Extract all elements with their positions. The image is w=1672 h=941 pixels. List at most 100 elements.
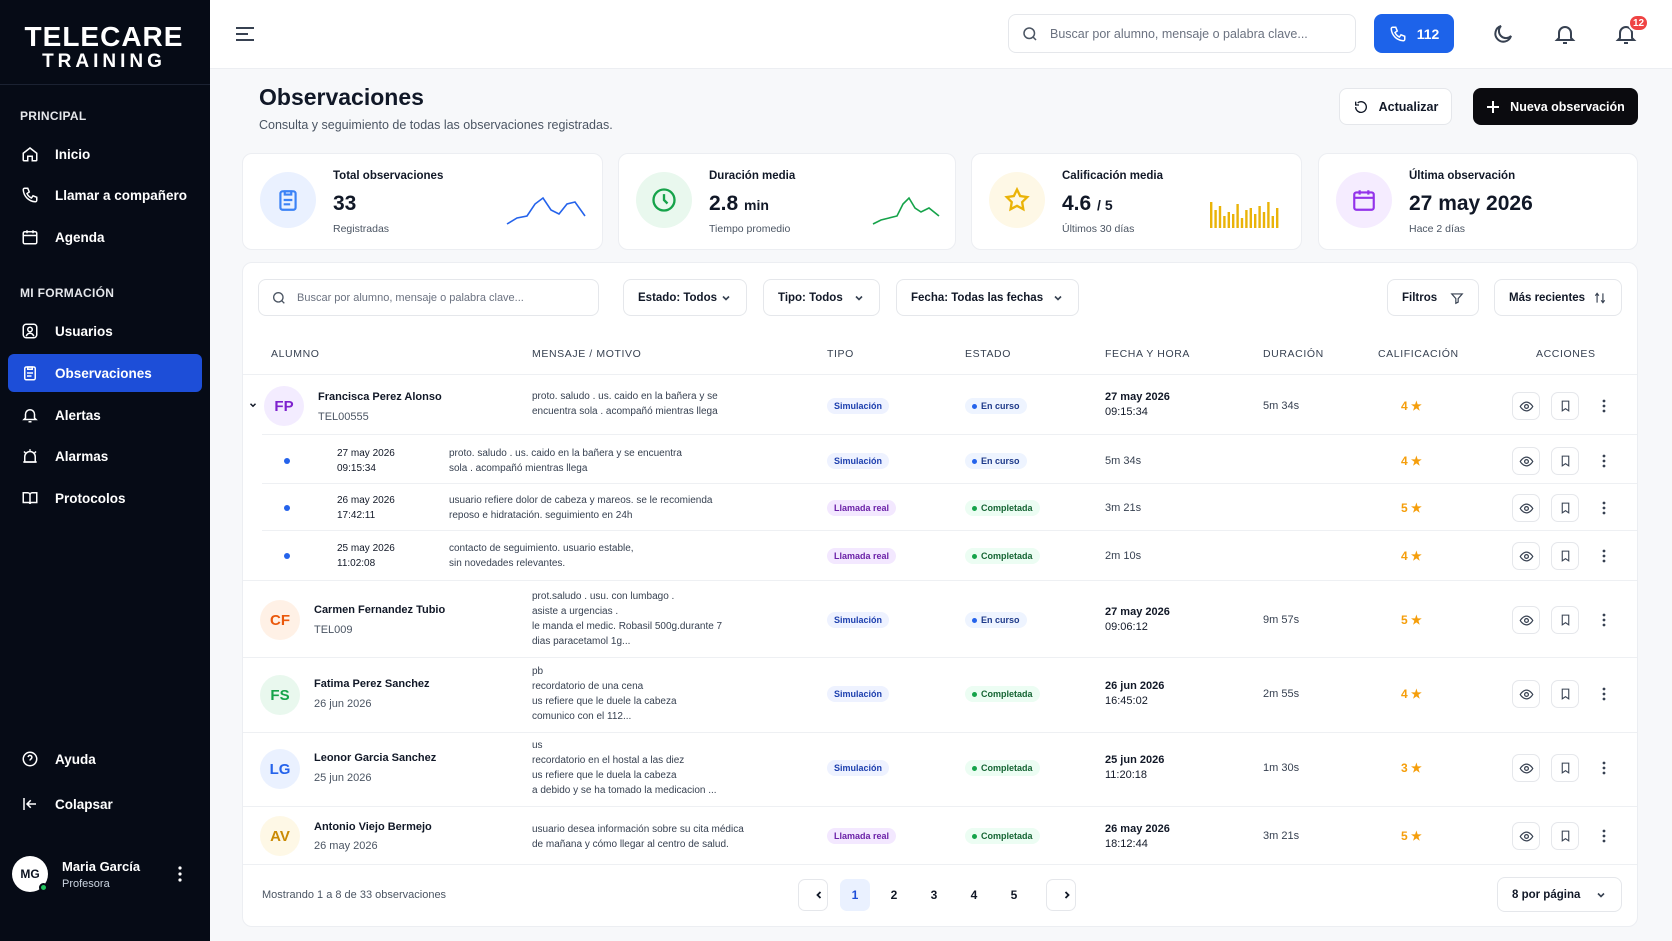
- page-button-2[interactable]: 2: [890, 888, 898, 902]
- bookmark-button[interactable]: [1551, 447, 1579, 475]
- pagination-info: Mostrando 1 a 8 de 33 observaciones: [262, 889, 447, 901]
- bookmark-button[interactable]: [1551, 680, 1579, 708]
- section-mi-formacion: MI FORMACIÓN: [20, 286, 115, 300]
- bookmark-button[interactable]: [1551, 606, 1579, 634]
- prev-page-button[interactable]: [798, 879, 828, 911]
- view-button[interactable]: [1512, 542, 1540, 570]
- sidebar-item-alertas[interactable]: Alertas: [8, 396, 202, 434]
- stat-note: Últimos 30 días: [1062, 223, 1135, 235]
- estado-filter-select[interactable]: Estado: Todos: [623, 279, 747, 316]
- datetime: 25 jun 2026 11:20:18: [1105, 754, 1165, 781]
- view-button[interactable]: [1512, 606, 1540, 634]
- bookmark-button[interactable]: [1551, 494, 1579, 522]
- sidebar-item-label: Alertas: [55, 407, 101, 423]
- filters-button[interactable]: Filtros: [1387, 279, 1479, 316]
- expand-chevron-icon[interactable]: [248, 400, 258, 410]
- sidebar-item-llamar[interactable]: Llamar a compañero: [8, 176, 202, 214]
- chevron-down-icon: [855, 295, 863, 301]
- eye-icon: [1519, 614, 1533, 626]
- sort-select[interactable]: Más recientes: [1494, 279, 1622, 316]
- student-code: 26 jun 2026: [314, 698, 372, 710]
- page-button-4[interactable]: 4: [970, 888, 978, 902]
- sparkline-line: [506, 196, 586, 225]
- more-options-icon[interactable]: [1599, 451, 1609, 471]
- search-icon: [1021, 25, 1039, 43]
- sidebar-item-observaciones[interactable]: Observaciones: [8, 354, 202, 392]
- stat-note: Hace 2 días: [1409, 223, 1466, 235]
- bookmark-button[interactable]: [1551, 822, 1579, 850]
- sidebar-item-alarmas[interactable]: Alarmas: [8, 437, 202, 475]
- per-page-select[interactable]: 8 por página: [1497, 877, 1622, 912]
- student-name[interactable]: Fatima Perez Sanchez: [314, 678, 430, 690]
- bookmark-button[interactable]: [1551, 754, 1579, 782]
- refresh-button[interactable]: Actualizar: [1339, 88, 1452, 125]
- view-button[interactable]: [1512, 447, 1540, 475]
- sidebar-item-agenda[interactable]: Agenda: [8, 218, 202, 256]
- more-options-icon[interactable]: [1599, 396, 1609, 416]
- student-name[interactable]: Leonor Garcia Sanchez: [314, 752, 437, 764]
- student-code: 26 may 2026: [314, 840, 378, 852]
- more-options-icon[interactable]: [1599, 498, 1609, 518]
- view-button[interactable]: [1512, 392, 1540, 420]
- user-menu-icon[interactable]: [172, 864, 188, 884]
- sparkline-bars: [1210, 202, 1279, 228]
- clipboard-icon: [20, 363, 40, 383]
- page-button-5[interactable]: 5: [1010, 888, 1018, 902]
- more-options-icon[interactable]: [1599, 826, 1609, 846]
- new-observation-label: Nueva observación: [1510, 99, 1625, 114]
- type-badge: Llamada real: [827, 500, 897, 516]
- spark-bar: [1227, 212, 1230, 228]
- duration: 1m 30s: [1263, 762, 1300, 774]
- view-button[interactable]: [1512, 754, 1540, 782]
- sparkline-line: [872, 196, 940, 225]
- new-observation-button[interactable]: Nueva observación: [1473, 88, 1638, 125]
- more-options-icon[interactable]: [1599, 546, 1609, 566]
- stat-label: Total observaciones: [333, 170, 444, 182]
- view-button[interactable]: [1512, 494, 1540, 522]
- user-role: Profesora: [62, 878, 110, 890]
- student-name[interactable]: Francisca Perez Alonso: [318, 391, 442, 403]
- datetime: 27 may 2026 09:15:34: [1105, 391, 1170, 418]
- global-search-input[interactable]: Buscar por alumno, mensaje o palabra cla…: [1008, 14, 1356, 53]
- type-badge: Simulación: [827, 453, 890, 469]
- next-page-button[interactable]: [1046, 879, 1076, 911]
- user-profile[interactable]: MG Maria García Profesora: [12, 856, 202, 896]
- bookmark-button[interactable]: [1551, 542, 1579, 570]
- fecha-filter-select[interactable]: Fecha: Todas las fechas: [896, 279, 1079, 316]
- menu-toggle-icon[interactable]: [234, 24, 256, 44]
- table-search-input[interactable]: Buscar por alumno, mensaje o palabra cla…: [258, 279, 599, 316]
- rating: 4 ★: [1401, 399, 1422, 413]
- calendar-icon: [20, 227, 40, 247]
- bookmark-icon: [1561, 762, 1569, 774]
- bookmark-button[interactable]: [1551, 392, 1579, 420]
- alarm-clock-icon: [20, 446, 40, 466]
- message-text: usuario desea información sobre su cita …: [532, 824, 744, 850]
- eye-icon: [1519, 502, 1533, 514]
- view-button[interactable]: [1512, 680, 1540, 708]
- divider: [262, 483, 1637, 484]
- tipo-filter-select[interactable]: Tipo: Todos: [763, 279, 880, 316]
- search-placeholder: Buscar por alumno, mensaje o palabra cla…: [1050, 26, 1308, 41]
- brand-logo[interactable]: TELECARE TRAINING: [24, 21, 184, 72]
- page-button-1[interactable]: 1: [840, 879, 870, 911]
- more-options-icon[interactable]: [1599, 758, 1609, 778]
- more-options-icon[interactable]: [1599, 610, 1609, 630]
- emergency-call-button[interactable]: 112: [1374, 14, 1454, 53]
- type-badge: Simulación: [827, 612, 890, 628]
- spark-bar: [1271, 216, 1274, 228]
- page-button-3[interactable]: 3: [930, 888, 938, 902]
- dark-mode-icon[interactable]: [1491, 22, 1515, 46]
- bell-icon[interactable]: [1553, 22, 1577, 46]
- sidebar-item-ayuda[interactable]: Ayuda: [8, 740, 202, 778]
- sidebar-item-usuarios[interactable]: Usuarios: [8, 312, 202, 350]
- sidebar-collapse-button[interactable]: Colapsar: [8, 785, 202, 823]
- more-options-icon[interactable]: [1599, 684, 1609, 704]
- view-button[interactable]: [1512, 822, 1540, 850]
- stat-label: Calificación media: [1062, 170, 1163, 182]
- sidebar-item-protocolos[interactable]: Protocolos: [8, 479, 202, 517]
- sidebar-item-inicio[interactable]: Inicio: [8, 135, 202, 173]
- student-name[interactable]: Carmen Fernandez Tubio: [314, 604, 446, 616]
- student-name[interactable]: Antonio Viejo Bermejo: [314, 821, 432, 833]
- chevron-right-icon: [1064, 891, 1070, 899]
- sidebar-item-label: Agenda: [55, 229, 105, 245]
